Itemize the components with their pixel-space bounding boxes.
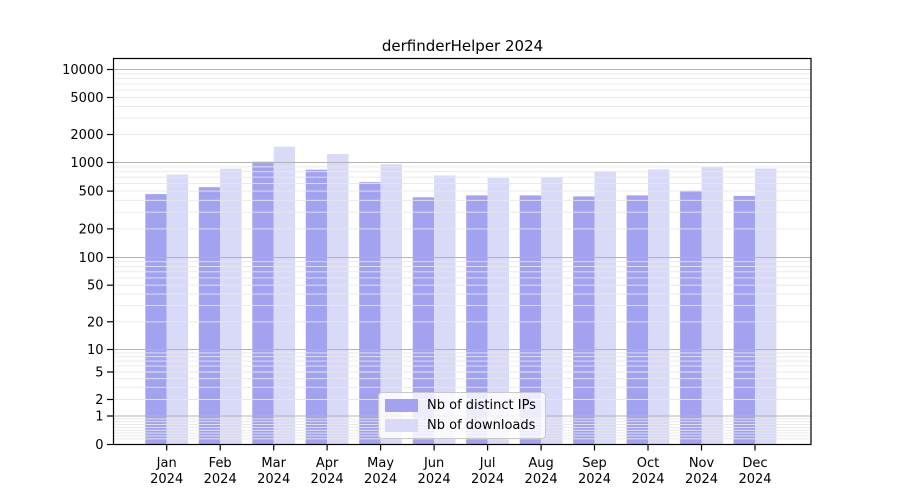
legend-item-downloads: Nb of downloads <box>385 417 536 434</box>
bar-nb-of-downloads-jun <box>434 175 456 445</box>
x-tick-label-year: 2024 <box>471 472 504 487</box>
bar-nb-of-distinct-ips-jan <box>145 194 167 445</box>
x-tick-label-month: Jul <box>479 456 496 471</box>
x-tick-label-year: 2024 <box>685 472 718 487</box>
y-tick-label: 20 <box>87 315 104 330</box>
bar-nb-of-downloads-dec <box>755 168 777 445</box>
x-tick-label-month: Nov <box>689 456 715 471</box>
x-tick-label-year: 2024 <box>578 472 611 487</box>
x-tick-label-year: 2024 <box>364 472 397 487</box>
bar-nb-of-distinct-ips-feb <box>198 187 221 445</box>
bar-nb-of-distinct-ips-nov <box>680 190 702 445</box>
grid-layer <box>113 68 811 440</box>
bar-nb-of-downloads-jul <box>487 178 509 445</box>
x-tick-label-year: 2024 <box>738 472 771 487</box>
y-tick-label: 1000 <box>70 156 103 171</box>
x-tick-label-year: 2024 <box>311 472 344 487</box>
bar-nb-of-downloads-sep <box>594 171 616 445</box>
bar-nb-of-downloads-aug <box>541 176 563 445</box>
y-tick-label: 100 <box>79 251 104 266</box>
x-tick-label-year: 2024 <box>204 472 237 487</box>
x-tick-label-month: Mar <box>261 456 286 471</box>
chart-title: derfinderHelper 2024 <box>381 37 544 55</box>
y-tick-label: 0 <box>95 438 103 453</box>
x-tick-label-month: Jun <box>423 456 444 471</box>
x-tick-label-month: Oct <box>637 456 659 471</box>
x-tick-label-month: Feb <box>209 456 232 471</box>
y-tick-label: 10 <box>87 343 104 358</box>
bar-nb-of-downloads-feb <box>220 168 242 445</box>
y-tick-label: 5000 <box>70 91 103 106</box>
bar-nb-of-downloads-oct <box>648 169 670 445</box>
labels-layer: 012510205010020050010002000500010000Jan2… <box>62 63 771 487</box>
x-tick-label-year: 2024 <box>631 472 664 487</box>
x-tick-label-year: 2024 <box>418 472 451 487</box>
x-tick-label-month: May <box>367 456 394 471</box>
x-tick-label-month: Dec <box>742 456 767 471</box>
x-tick-label-year: 2024 <box>257 472 290 487</box>
downloads-swatch <box>385 419 418 432</box>
legend: Nb of distinct IPs Nb of downloads <box>378 392 546 439</box>
x-tick-label-month: Sep <box>582 456 607 471</box>
bar-nb-of-distinct-ips-mar <box>252 161 274 445</box>
bar-nb-of-distinct-ips-oct <box>626 195 648 445</box>
x-tick-label-month: Aug <box>528 456 553 471</box>
legend-label-downloads: Nb of downloads <box>427 418 536 433</box>
axis-layer <box>107 57 812 451</box>
legend-item-distinct-ips: Nb of distinct IPs <box>385 397 536 414</box>
y-tick-label: 200 <box>79 222 104 237</box>
y-tick-label: 50 <box>87 279 104 294</box>
y-tick-label: 2 <box>95 393 103 408</box>
bar-nb-of-distinct-ips-sep <box>573 196 595 445</box>
y-tick-label: 10000 <box>62 63 103 78</box>
y-tick-label: 1 <box>95 410 103 425</box>
bar-nb-of-distinct-ips-apr <box>305 169 328 445</box>
bar-nb-of-distinct-ips-dec <box>733 195 755 445</box>
distinct-ips-swatch <box>385 399 418 412</box>
bar-nb-of-downloads-apr <box>327 154 349 445</box>
legend-label-distinct-ips: Nb of distinct IPs <box>427 398 536 413</box>
bar-nb-of-distinct-ips-jun <box>412 197 435 445</box>
bar-nb-of-downloads-mar <box>273 146 296 445</box>
bar-nb-of-downloads-jan <box>166 174 189 445</box>
y-tick-label: 500 <box>79 185 104 200</box>
plot-frame <box>112 57 812 446</box>
x-tick-label-month: Apr <box>316 456 339 471</box>
x-tick-label-year: 2024 <box>150 472 183 487</box>
y-tick-label: 5 <box>95 366 103 381</box>
y-tick-label: 2000 <box>70 128 103 143</box>
x-tick-label-year: 2024 <box>525 472 558 487</box>
x-tick-label-month: Jan <box>156 456 177 471</box>
bar-nb-of-downloads-may <box>380 164 402 445</box>
